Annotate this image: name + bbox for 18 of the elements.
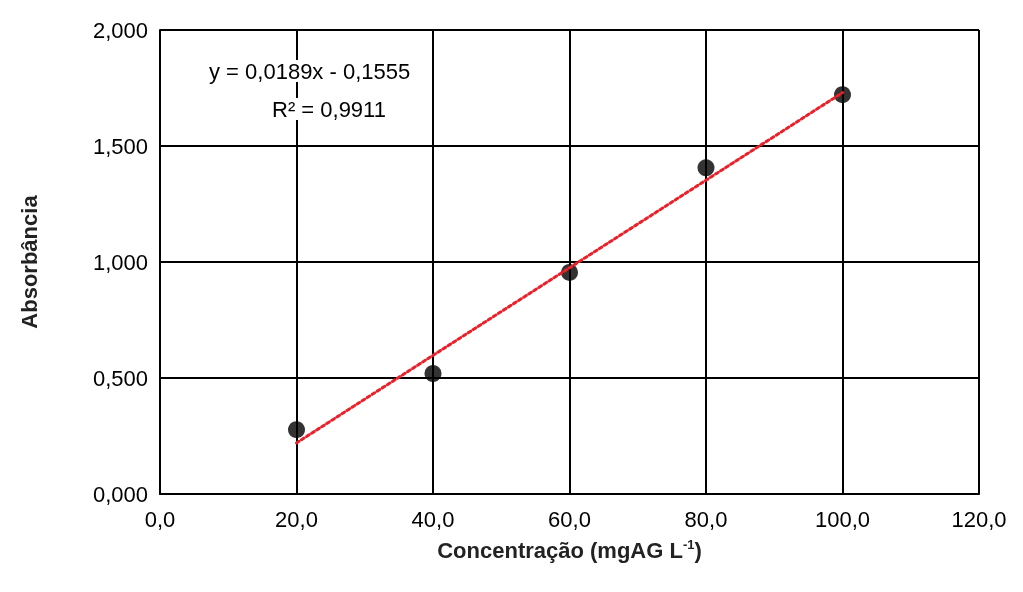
x-tick-label: 100,0	[814, 506, 871, 532]
x-tick-label: 40,0	[411, 506, 455, 532]
point	[288, 421, 305, 439]
y-tick-label: 2,000	[92, 17, 148, 43]
x-tick-label: 120,0	[951, 506, 1007, 532]
x-tick-label: 60,0	[548, 506, 591, 532]
y-tick-label: 0,500	[92, 365, 148, 391]
point	[424, 365, 442, 383]
annotation: R² = 0,9911	[272, 96, 386, 122]
y-tick-label: 0,000	[92, 481, 148, 507]
y-tick-label: 1,000	[92, 249, 148, 275]
y-axis-title: Absorbância	[16, 194, 42, 329]
point	[697, 159, 715, 177]
x-tick-label: 20,0	[275, 506, 318, 532]
y-tick-label: 1,500	[92, 133, 148, 159]
x-tick-label: 80,0	[684, 506, 728, 532]
x-tick-label: 0,0	[144, 506, 176, 532]
annotation: y = 0,0189x - 0,1555	[209, 58, 411, 84]
